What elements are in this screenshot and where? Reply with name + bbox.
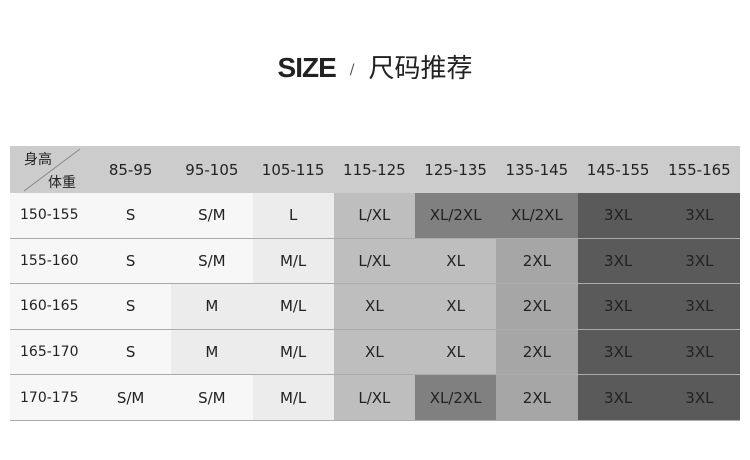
size-cell: XL/2XL: [415, 193, 497, 239]
size-cell: 3XL: [658, 329, 740, 376]
size-cell: 3XL: [577, 375, 659, 421]
size-cell: XL/2XL: [415, 375, 497, 421]
size-cell: 3XL: [577, 284, 659, 330]
column-header: 145-155: [577, 146, 659, 193]
size-cell: L/XL: [333, 193, 415, 239]
column-header: 125-135: [415, 146, 497, 193]
size-cell: M: [171, 329, 253, 376]
column-header: 95-105: [171, 146, 253, 193]
size-cell: L/XL: [333, 375, 415, 421]
row-label: 160-165: [10, 284, 90, 330]
size-cell: 3XL: [658, 284, 740, 330]
size-cell: L/XL: [333, 238, 415, 285]
size-cell: XL/2XL: [496, 193, 578, 239]
row-label: 155-160: [10, 238, 90, 285]
size-cell: L: [252, 193, 334, 239]
column-header: 85-95: [90, 146, 172, 193]
title-separator: /: [349, 62, 355, 78]
size-cell: M/L: [252, 329, 334, 376]
size-cell: 3XL: [577, 329, 659, 376]
row-label: 170-175: [10, 375, 90, 421]
column-header: 135-145: [496, 146, 578, 193]
size-cell: 3XL: [577, 238, 659, 285]
size-cell: 3XL: [577, 193, 659, 239]
size-cell: S/M: [90, 375, 172, 421]
weight-label: 体重: [48, 175, 76, 191]
size-cell: S: [90, 193, 172, 239]
size-cell: S: [90, 238, 172, 285]
column-header: 115-125: [333, 146, 415, 193]
size-cell: S/M: [171, 238, 253, 285]
title-en: SIZE: [277, 52, 337, 83]
page-title: SIZE / 尺码推荐: [0, 50, 750, 91]
size-cell: S: [90, 284, 172, 330]
size-cell: S/M: [171, 193, 253, 239]
size-cell: 3XL: [658, 238, 740, 285]
size-cell: XL: [415, 329, 497, 376]
corner-header: 身高 体重: [10, 146, 90, 193]
size-cell: M/L: [252, 284, 334, 330]
size-table: 身高 体重 85-95 95-105 105-115 115-125 125-135 13…: [10, 146, 740, 421]
size-cell: M/L: [252, 375, 334, 421]
size-cell: 3XL: [658, 193, 740, 239]
size-cell: 2XL: [496, 238, 578, 285]
size-cell: 2XL: [496, 329, 578, 376]
size-cell: 2XL: [496, 375, 578, 421]
column-header: 105-115: [252, 146, 334, 193]
size-cell: M: [171, 284, 253, 330]
row-label: 165-170: [10, 329, 90, 376]
diagonal-divider: [23, 148, 81, 192]
size-cell: XL: [333, 329, 415, 376]
title-cn: 尺码推荐: [368, 54, 473, 84]
size-cell: XL: [333, 284, 415, 330]
column-header: 155-165: [658, 146, 740, 193]
height-label: 身高: [24, 152, 52, 168]
size-cell: S: [90, 329, 172, 376]
size-cell: S/M: [171, 375, 253, 421]
row-label: 150-155: [10, 193, 90, 239]
size-cell: XL: [415, 238, 497, 285]
size-cell: XL: [415, 284, 497, 330]
size-cell: 3XL: [658, 375, 740, 421]
size-cell: M/L: [252, 238, 334, 285]
size-cell: 2XL: [496, 284, 578, 330]
